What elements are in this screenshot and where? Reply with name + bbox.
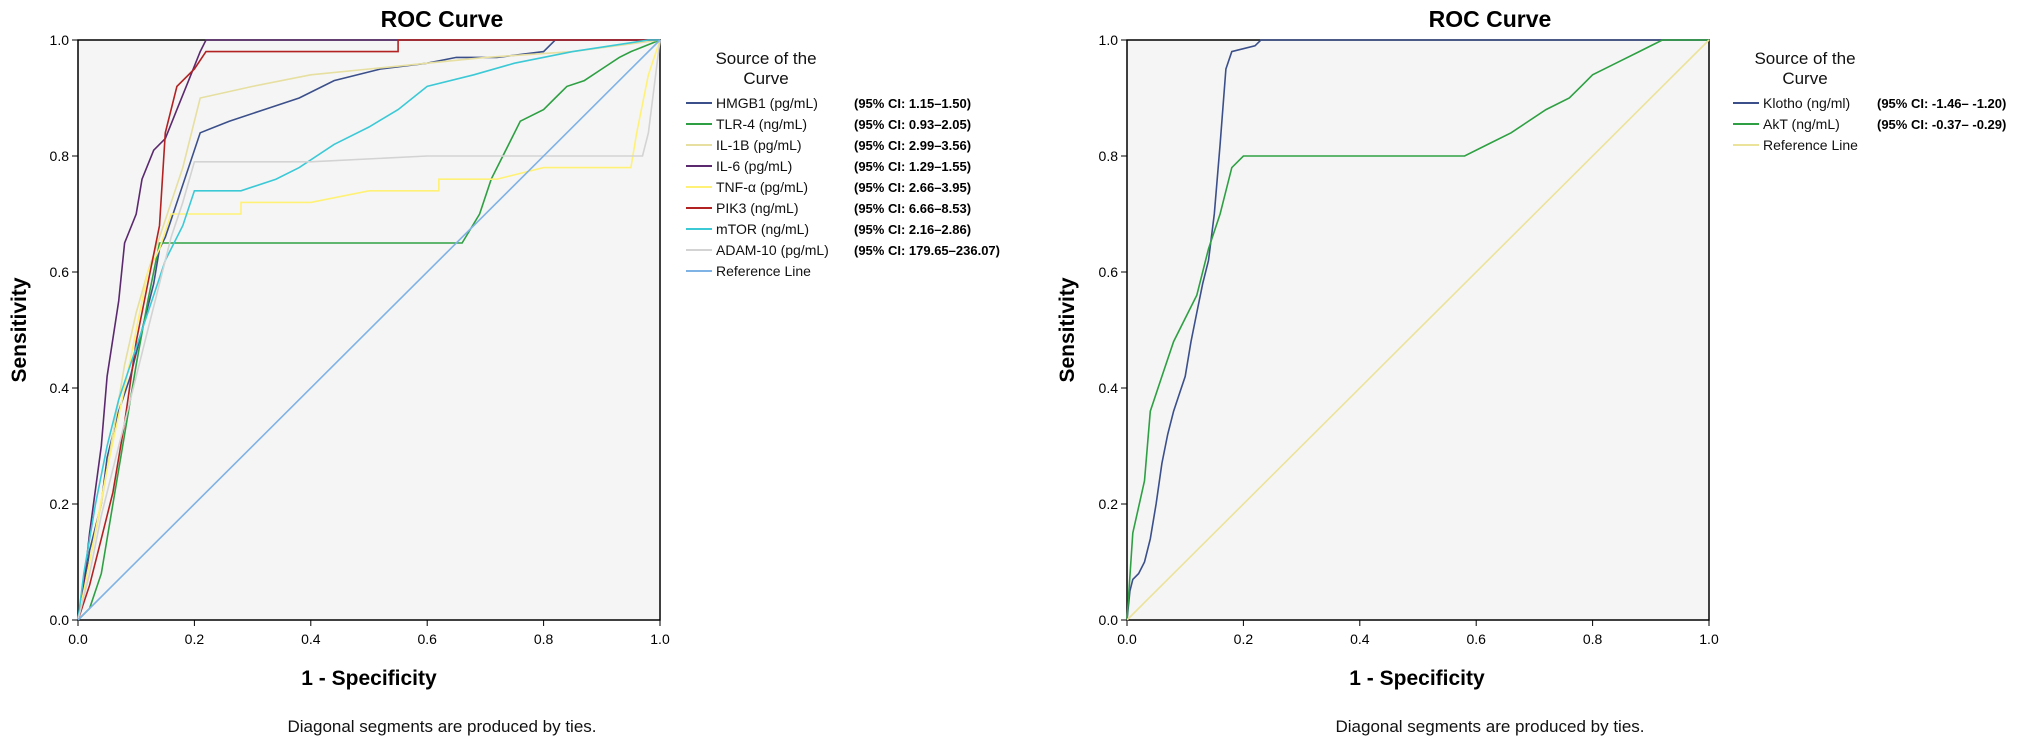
legend-ci-label: (95% CI: 6.66–8.53) [854, 201, 971, 216]
legend-ci-label: (95% CI: 2.16–2.86) [854, 222, 971, 237]
roc-chart-right: ROC Curve 0.0 0.2 0.4 0.6 0.8 1.0 0.00.20.40.… [1056, 6, 2006, 736]
legend-ci-label: (95% CI: 2.99–3.56) [854, 138, 971, 153]
roc-curve-6 [77, 39, 660, 621]
legend-ci-label: (95% CI: -0.37– -0.29) [1877, 117, 2006, 132]
x-ticks: 0.0 0.2 0.4 0.6 0.8 1.0 [1117, 620, 1719, 647]
x-tick-label: 0.0 [68, 631, 88, 647]
x-ticks: 0.0 0.2 0.4 0.6 0.8 1.0 [68, 620, 670, 647]
legend-series-name: AkT (ng/mL) [1763, 116, 1840, 132]
x-axis-label: 1 - Specificity [301, 667, 437, 690]
x-tick-label: 0.8 [1583, 631, 1603, 647]
legend-series-name: Reference Line [716, 263, 811, 279]
legend-title-line1: Source of the [1754, 49, 1855, 68]
y-tick-label: 1.0 [1099, 32, 1119, 48]
legend-title-line1: Source of the [715, 49, 816, 68]
y-tick-label: 0.0 [50, 612, 70, 628]
legend-series-name: Klotho (ng/ml) [1763, 95, 1850, 111]
legend-ci-label: (95% CI: 179.65–236.07) [854, 243, 1000, 258]
curves-group [77, 39, 661, 621]
y-axis-label: Sensitivity [8, 277, 31, 382]
legend-ci-label: (95% CI: 2.66–3.95) [854, 180, 971, 195]
y-tick-label: 0.4 [50, 380, 70, 396]
roc-curve-2 [1126, 39, 1710, 621]
legend: Source of the Curve Klotho (ng/ml) (95% C… [1733, 49, 2006, 153]
y-tick-label: 0.4 [1099, 380, 1119, 396]
footnote: Diagonal segments are produced by ties. [1335, 717, 1644, 736]
x-tick-label: 0.4 [301, 631, 321, 647]
y-tick-label: 0.2 [1099, 496, 1119, 512]
x-tick-label: 1.0 [1699, 631, 1719, 647]
legend-ci-label: (95% CI: 1.15–1.50) [854, 96, 971, 111]
y-ticks: 0.0 0.2 0.4 0.6 0.8 1.0 [1099, 32, 1127, 628]
roc-curve-8 [77, 39, 661, 621]
y-tick-label: 0.6 [50, 264, 70, 280]
roc-curve-1 [1126, 39, 1709, 621]
legend-items: HMGB1 (pg/mL) (95% CI: 1.15–1.50) TLR-4 (n… [686, 95, 1000, 279]
y-tick-label: 0.8 [1099, 148, 1119, 164]
x-tick-label: 0.4 [1350, 631, 1370, 647]
legend-title-line2: Curve [1782, 69, 1827, 88]
legend-series-name: ADAM-10 (pg/mL) [716, 242, 829, 258]
x-tick-label: 0.6 [417, 631, 437, 647]
roc-curve-3 [77, 39, 660, 621]
legend-ci-label: (95% CI: 0.93–2.05) [854, 117, 971, 132]
y-tick-label: 0.8 [50, 148, 70, 164]
legend-series-name: TLR-4 (ng/mL) [716, 116, 807, 132]
x-tick-label: 0.0 [1117, 631, 1137, 647]
roc-curve-0 [77, 39, 660, 621]
y-ticks: 0.0 0.2 0.4 0.6 0.8 1.0 [50, 32, 78, 628]
chart-title: ROC Curve [381, 6, 504, 32]
legend-series-name: TNF-α (pg/mL) [716, 179, 808, 195]
x-tick-label: 0.2 [185, 631, 205, 647]
x-tick-label: 1.0 [650, 631, 670, 647]
y-tick-label: 0.2 [50, 496, 70, 512]
legend-series-name: Reference Line [1763, 137, 1858, 153]
curves-group [1126, 39, 1710, 621]
legend-ci-label: (95% CI: -1.46– -1.20) [1877, 96, 2006, 111]
x-axis-label: 1 - Specificity [1349, 667, 1485, 690]
chart-title: ROC Curve [1429, 6, 1552, 32]
legend-ci-label: (95% CI: 1.29–1.55) [854, 159, 971, 174]
x-tick-label: 0.6 [1466, 631, 1486, 647]
roc-curve-5 [77, 39, 660, 621]
legend-series-name: IL-6 (pg/mL) [716, 158, 792, 174]
legend-series-name: mTOR (ng/mL) [716, 221, 809, 237]
y-tick-label: 0.0 [1099, 612, 1119, 628]
y-tick-label: 1.0 [50, 32, 70, 48]
legend-title-line2: Curve [743, 69, 788, 88]
legend-series-name: IL-1B (pg/mL) [716, 137, 802, 153]
legend-series-name: HMGB1 (pg/mL) [716, 95, 818, 111]
x-tick-label: 0.8 [534, 631, 554, 647]
legend-items: Klotho (ng/ml) (95% CI: -1.46– -1.20) AkT … [1733, 95, 2006, 153]
roc-curve-7 [77, 39, 661, 621]
roc-chart-left: ROC Curve 0.0 0.2 0.4 0.6 0.8 1.0 0.00.20.40.… [8, 6, 1000, 736]
y-tick-label: 0.6 [1099, 264, 1119, 280]
legend-series-name: PIK3 (ng/mL) [716, 200, 798, 216]
roc-curve-0 [1126, 39, 1709, 621]
legend: Source of the Curve HMGB1 (pg/mL) (95% CI… [686, 49, 1000, 279]
y-axis-label: Sensitivity [1056, 277, 1079, 382]
footnote: Diagonal segments are produced by ties. [287, 717, 596, 736]
x-tick-label: 0.2 [1234, 631, 1254, 647]
